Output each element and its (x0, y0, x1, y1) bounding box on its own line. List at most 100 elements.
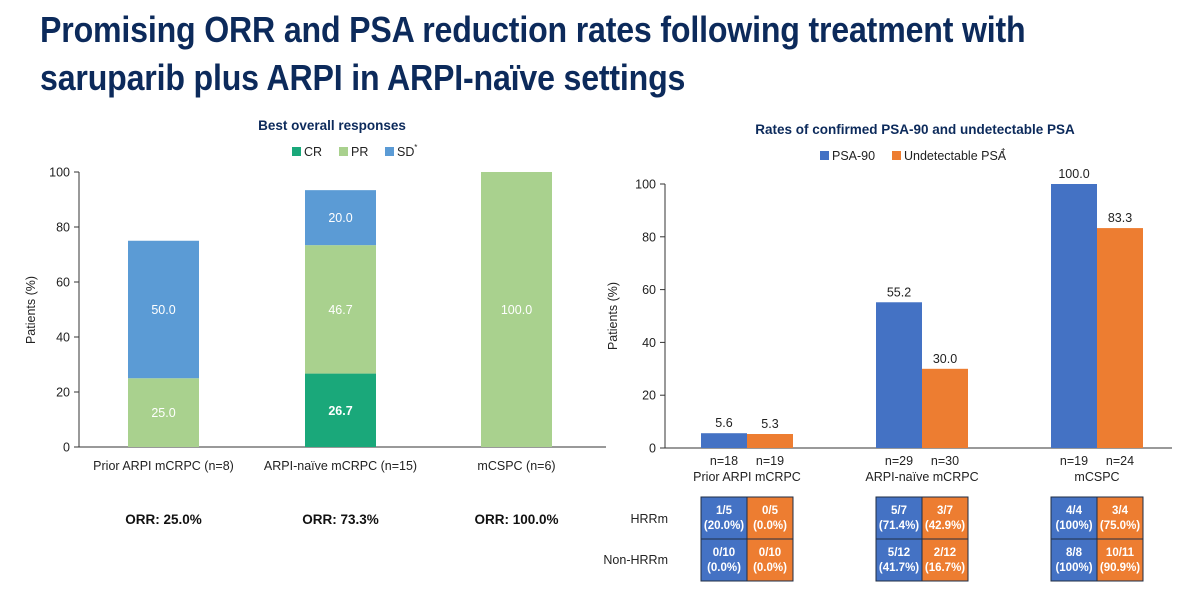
subgroup-cell-text: 10/11 (1106, 547, 1135, 559)
bar-value-label: 50.0 (151, 303, 175, 317)
subgroup-cell-text: 0/5 (762, 505, 779, 517)
legend-label-psa90: PSA-90 (832, 149, 875, 163)
bar-value-label: 5.6 (715, 416, 732, 430)
y-axis-label: Patients (%) (24, 276, 38, 344)
y-tick-label: 80 (56, 221, 70, 235)
y-tick-label: 40 (56, 331, 70, 345)
x-category-label: mCSPC (1074, 470, 1119, 484)
bar-psa90 (876, 302, 922, 448)
subgroup-cell-text: 0/10 (713, 547, 735, 559)
bar-undetectable-psa (747, 434, 793, 448)
bar-value-label: 25.0 (151, 406, 175, 420)
bar-n-label: n=19 (756, 454, 784, 468)
subgroup-cell-text: (100%) (1055, 520, 1092, 532)
subgroup-cell (875, 538, 923, 582)
legend-label-pr: PR (351, 145, 368, 159)
chart-title: Best overall responses (258, 118, 406, 133)
psa-rates-chart: Rates of confirmed PSA-90 and undetectab… (603, 122, 1172, 582)
subgroup-cell-text: (100%) (1055, 562, 1092, 574)
legend-swatch-cr (292, 147, 301, 156)
subgroup-cell-text: (0.0%) (707, 562, 741, 574)
bar-n-label: n=18 (710, 454, 738, 468)
x-category-label: mCSPC (n=6) (477, 459, 555, 473)
subgroup-cell-text: (0.0%) (753, 562, 787, 574)
subgroup-cell-text: (71.4%) (879, 520, 919, 532)
x-category-label: ARPI-naïve mCRPC (n=15) (264, 459, 417, 473)
subgroup-cell-text: 3/7 (937, 505, 953, 517)
orr-label: ORR: 73.3% (302, 512, 379, 527)
bar-undetectable-psa (1097, 228, 1143, 448)
subgroup-cell-text: 4/4 (1066, 505, 1083, 517)
bar-pr-segment (128, 378, 199, 447)
subgroup-cell-text: (42.9%) (925, 520, 965, 532)
subgroup-cell-text: 8/8 (1066, 547, 1083, 559)
bar-n-label: n=30 (931, 454, 959, 468)
legend-swatch-undetectable-psa (892, 151, 901, 160)
legend-label-sd: SD (397, 145, 414, 159)
bar-psa90 (701, 433, 747, 448)
subgroup-cell-text: 5/12 (888, 547, 910, 559)
bar-cr-segment (305, 373, 376, 447)
bar-value-label: 83.3 (1108, 211, 1132, 225)
subgroup-cell-text: 2/12 (934, 547, 956, 559)
bar-n-label: n=29 (885, 454, 913, 468)
slide-title-line-1: Promising ORR and PSA reduction rates fo… (40, 9, 1026, 50)
slide-title: Promising ORR and PSA reduction rates fo… (40, 6, 1043, 102)
subgroup-cell (1050, 538, 1098, 582)
y-tick-label: 60 (642, 283, 656, 297)
orr-label: ORR: 25.0% (125, 512, 202, 527)
subgroup-cell-text: 0/10 (759, 547, 781, 559)
bar-value-label: 100.0 (1058, 167, 1089, 181)
chart-title: Rates of confirmed PSA-90 and undetectab… (755, 122, 1075, 137)
bar-pr-segment (481, 172, 552, 447)
bar-undetectable-psa (922, 368, 968, 448)
bar-value-label: 30.0 (933, 352, 957, 366)
legend-swatch-pr (339, 147, 348, 156)
subgroup-cell-text: 1/5 (716, 505, 733, 517)
legend-label-cr: CR (304, 145, 322, 159)
subgroup-cell-text: (41.7%) (879, 562, 919, 574)
subgroup-cell (746, 538, 794, 582)
bar-psa90 (1051, 184, 1097, 448)
legend-footnote-mark: † (1001, 147, 1005, 156)
subgroup-cell-text: (75.0%) (1100, 520, 1140, 532)
bar-pr-segment (305, 245, 376, 374)
bar-value-label: 20.0 (328, 211, 352, 225)
y-tick-label: 0 (63, 441, 70, 455)
y-tick-label: 80 (642, 230, 656, 244)
bar-sd-segment (305, 190, 376, 246)
bar-n-label: n=19 (1060, 454, 1088, 468)
subgroup-cell (700, 538, 748, 582)
subgroup-cell (921, 538, 969, 582)
y-tick-label: 100 (49, 166, 70, 180)
y-tick-label: 0 (649, 442, 656, 456)
y-tick-label: 20 (642, 389, 656, 403)
bar-value-label: 26.7 (328, 404, 352, 418)
subgroup-cell-text: (90.9%) (1100, 562, 1140, 574)
bar-value-label: 55.2 (887, 285, 911, 299)
orr-label: ORR: 100.0% (474, 512, 558, 527)
subgroup-cell (921, 496, 969, 540)
subgroup-cell-text: (20.0%) (704, 520, 744, 532)
subgroup-cell-text: 5/7 (891, 505, 907, 517)
legend-label-undetectable-psa: Undetectable PSA (904, 149, 1007, 163)
subgroup-cell-text: (16.7%) (925, 562, 965, 574)
y-tick-label: 40 (642, 336, 656, 350)
subgroup-cell (700, 496, 748, 540)
subgroup-row-label: HRRm (631, 512, 669, 526)
bar-value-label: 46.7 (328, 303, 352, 317)
bar-sd-segment (128, 240, 199, 379)
subgroup-cell (1096, 538, 1144, 582)
legend-footnote-mark: * (414, 143, 417, 152)
subgroup-cell-text: (0.0%) (753, 520, 787, 532)
subgroup-row-label: Non-HRRm (603, 553, 668, 567)
bar-value-label: 5.3 (761, 417, 778, 431)
legend-swatch-psa90 (820, 151, 829, 160)
y-tick-label: 100 (635, 178, 656, 192)
subgroup-cell-text: 3/4 (1112, 505, 1129, 517)
subgroup-cell (746, 496, 794, 540)
subgroup-cell (875, 496, 923, 540)
bar-n-label: n=24 (1106, 454, 1134, 468)
y-axis-label: Patients (%) (606, 282, 620, 350)
